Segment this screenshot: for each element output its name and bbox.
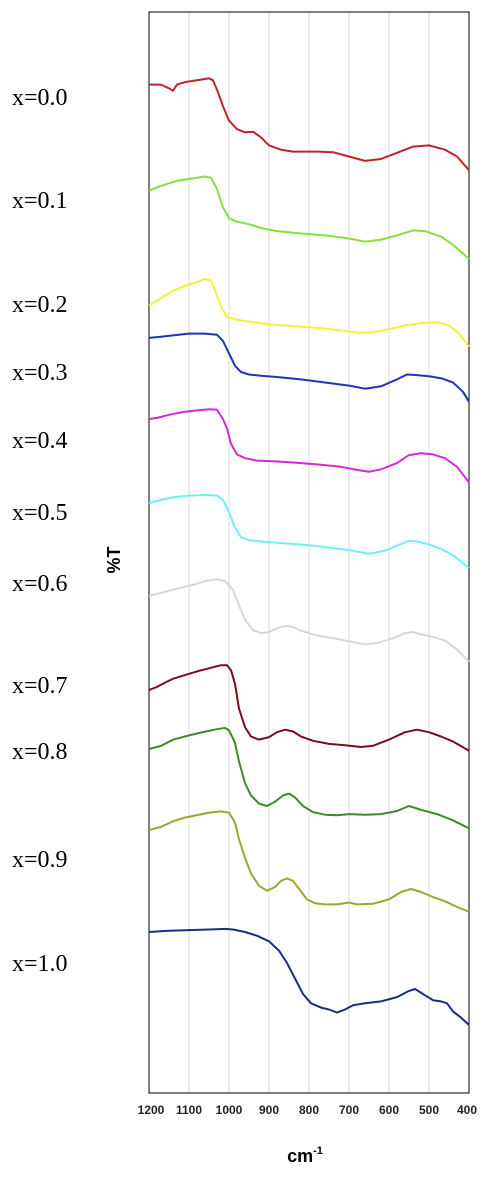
plot-frame — [148, 11, 470, 1094]
series-label: x=0.8 — [12, 739, 68, 765]
series-line-x-0.2 — [148, 277, 470, 348]
x-tick-labels: 1200 1100 1000 900 800 700 600 500 400 — [138, 1103, 478, 1117]
series-line-x-0.0 — [149, 77, 470, 171]
x-tick-label: 700 — [339, 1103, 359, 1117]
series-line-x-0.5 — [148, 493, 470, 569]
series-line-x-0.3 — [148, 332, 470, 403]
series-label: x=0.9 — [12, 847, 68, 873]
x-tick-label: 400 — [457, 1103, 477, 1117]
series-line-x-0.4 — [148, 408, 470, 483]
series-label: x=0.4 — [12, 428, 68, 454]
series-line-x-0.7 — [148, 664, 470, 752]
series-label: x=0.0 — [12, 85, 68, 111]
x-gridlines — [188, 12, 430, 1093]
x-tick-label: 900 — [259, 1103, 279, 1117]
x-axis-label-unit: cm — [287, 1146, 313, 1166]
series-label: x=0.7 — [12, 673, 68, 699]
series-line-x-0.6 — [148, 578, 470, 663]
series-line-x-0.8 — [148, 726, 470, 830]
x-tick-label: 1200 — [138, 1103, 165, 1117]
x-axis-label: cm-1 — [287, 1145, 323, 1166]
series-layer — [148, 77, 470, 1026]
series-line-x-1.0 — [148, 927, 470, 1026]
y-axis-label: %T — [104, 546, 124, 573]
series-label: x=1.0 — [12, 951, 68, 977]
x-tick-label: 1000 — [216, 1103, 243, 1117]
x-tick-label: 600 — [379, 1103, 399, 1117]
series-line-x-0.9 — [148, 810, 470, 913]
series-label: x=0.5 — [12, 500, 68, 526]
x-tick-label: 1100 — [176, 1103, 202, 1117]
x-axis-label-exponent: -1 — [313, 1145, 323, 1157]
x-tick-label: 800 — [299, 1103, 319, 1117]
series-label: x=0.6 — [12, 571, 68, 597]
series-line-x-0.1 — [148, 175, 470, 260]
series-label: x=0.3 — [12, 360, 68, 386]
series-labels: x=0.0 x=0.1 x=0.2 x=0.3 x=0.4 x=0.5 x=0.6 x=0.7… — [12, 85, 68, 977]
x-tick-label: 500 — [419, 1103, 439, 1117]
series-label: x=0.1 — [12, 188, 68, 214]
series-label: x=0.2 — [12, 292, 68, 318]
